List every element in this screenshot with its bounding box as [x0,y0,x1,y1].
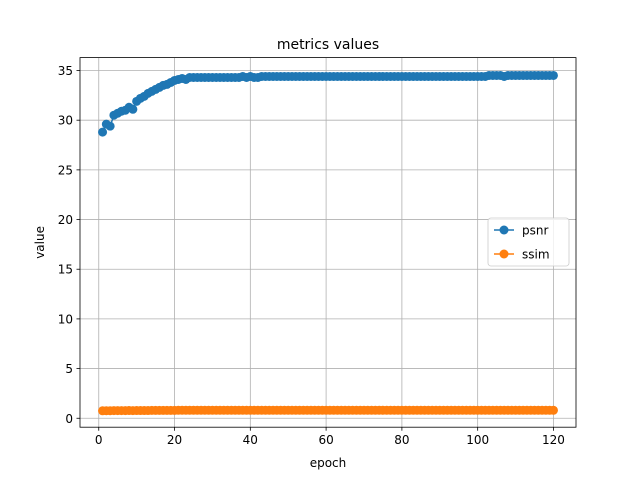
y-tick-label: 0 [65,412,73,426]
chart-title: metrics values [277,37,379,53]
x-tick-label: 60 [318,433,333,447]
x-tick-label: 80 [394,433,409,447]
y-tick-label: 25 [58,163,73,177]
series-ssim [98,405,558,416]
y-tick-label: 5 [65,362,73,376]
x-tick-label: 20 [167,433,182,447]
y-tick-label: 10 [58,312,73,326]
legend-marker-psnr [499,225,509,235]
y-axis-label: value [33,226,47,259]
data-point-psnr [548,70,558,80]
y-tick-label: 35 [58,64,73,78]
x-axis-label: epoch [310,456,347,470]
series-psnr [98,70,558,137]
x-tick-label: 0 [95,433,103,447]
x-tick-label: 40 [243,433,258,447]
data-point-psnr [98,127,108,137]
data-point-ssim [548,405,558,415]
data-point-psnr [105,121,115,131]
plot-area [98,70,558,416]
ticks: 0 20 40 60 80 100 120 0 5 10 15 20 25 30 35 [58,64,565,447]
y-tick-label: 20 [58,213,73,227]
grid [80,57,576,428]
y-tick-label: 15 [58,263,73,277]
legend-marker-ssim [499,249,509,259]
legend: psnr ssim [487,217,570,267]
y-tick-label: 30 [58,114,73,128]
legend-label-psnr: psnr [522,224,548,238]
x-tick-label: 100 [466,433,489,447]
axes-frame [79,57,577,428]
x-tick-label: 120 [542,433,565,447]
data-point-psnr [128,104,138,114]
legend-label-ssim: ssim [522,248,550,262]
